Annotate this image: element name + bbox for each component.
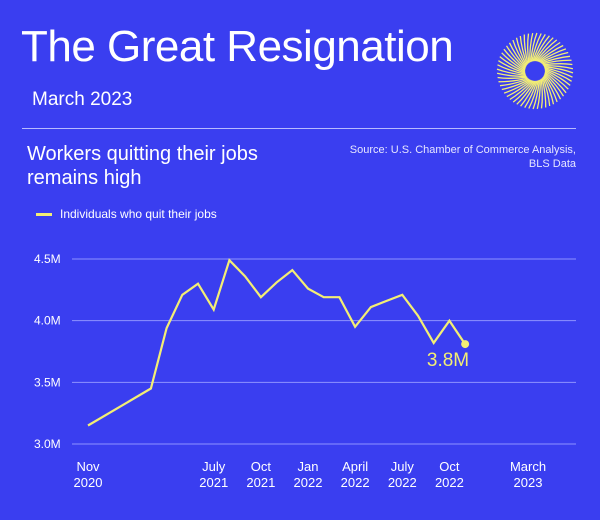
sunburst-ray [537,44,564,63]
sunburst-ray [515,37,528,66]
sunburst-ray [529,32,534,63]
sunburst-ray [506,79,533,98]
end-point-marker [461,340,470,349]
chart-heading: Workers quitting their jobs remains high [27,142,317,190]
sunburst-ray [533,35,550,62]
x-tick-year-label: 2022 [435,475,464,490]
sunburst-ray [523,34,529,65]
sunburst-ray [541,77,547,108]
sunburst-ray [540,55,571,64]
sunburst-ray [543,73,562,100]
sunburst-ray [509,80,534,101]
sunburst-ray [531,33,542,62]
sunburst-ray [540,51,569,64]
sunburst-ray [532,34,546,62]
sunburst-ray [497,76,528,79]
series-line [87,258,467,427]
sunburst-ray [543,74,558,103]
divider [22,128,576,129]
sunburst-ray [499,78,530,87]
sunburst-ray [540,78,543,109]
sunburst-ray [543,65,574,70]
sunburst-ray [512,39,527,68]
chart-heading-line-2: remains high [27,167,142,189]
sunburst-ray [520,80,537,107]
x-tick-label: April [342,459,368,474]
x-tick-year-label: 2023 [514,475,543,490]
sunburst-icon [496,32,574,110]
sunburst-ray [498,60,526,74]
sunburst-ray [544,71,567,94]
source-line-1: Source: U.S. Chamber of Commerce Analysi… [349,144,576,156]
sunburst-ray [544,69,571,86]
x-tick-year-label: 2020 [74,475,103,490]
x-tick-label: Oct [251,459,272,474]
sunburst-ray [503,79,532,94]
sunburst-ray [544,67,573,78]
sunburst-ray [544,72,565,97]
x-tick-label: Oct [439,459,460,474]
sunburst-center [527,63,543,79]
x-tick-label: March [510,459,546,474]
sunburst-ray [543,66,574,74]
source-line-2: BLS Data [528,158,576,170]
legend-label: Individuals who quit their jobs [60,207,217,221]
sunburst-ray [498,77,529,83]
sunburst-ray [519,35,528,66]
page-title: The Great Resignation [21,22,454,71]
y-tick-label: 4.5M [34,252,61,266]
sunburst-ray [527,33,530,64]
x-tick-year-label: 2021 [199,475,228,490]
sunburst-ray [508,42,527,69]
x-tick-year-label: 2022 [294,475,323,490]
sunburst-ray [544,70,569,90]
sunburst-ray [542,63,573,66]
y-tick-label: 3.0M [34,437,61,451]
sunburst-ray [538,48,567,63]
sunburst-ray [536,79,541,110]
legend-swatch [36,212,52,216]
y-tick-label: 4.0M [34,314,61,328]
sunburst-ray [496,68,527,76]
x-tick-label: July [391,459,415,474]
x-tick-year-label: 2022 [388,475,417,490]
sunburst-ray [524,80,538,108]
sunburst-ray [530,32,538,63]
chart-heading-line-1: Workers quitting their jobs [27,143,258,165]
sunburst-ray [497,64,526,75]
x-tick-year-label: 2022 [341,475,370,490]
page-subtitle: March 2023 [32,89,133,110]
sunburst-ray [501,78,530,91]
sunburst-ray [542,76,551,107]
x-tick-label: Jan [298,459,319,474]
sunburst-ray [542,76,555,105]
source-note: Source: U.S. Chamber of Commerce Analysi… [306,143,576,171]
sunburst-ray [516,80,536,105]
x-tick-year-label: 2021 [246,475,275,490]
sunburst-ray [532,79,540,110]
x-tick-label: Nov [76,459,100,474]
sunburst-ray [503,48,526,71]
sunburst-ray [528,80,539,109]
sunburst-ray [544,68,572,82]
y-tick-label: 3.5M [34,375,61,389]
sunburst-ray [499,56,526,73]
sunburst-ray [541,59,572,65]
x-tick-label: July [202,459,226,474]
sunburst-ray [536,41,561,62]
end-value-label: 3.8M [427,350,469,371]
sunburst-ray [496,72,527,77]
sunburst-ray [505,45,526,70]
sunburst-ray [501,52,526,72]
chart-legend: Individuals who quit their jobs [36,207,217,221]
sunburst-ray [512,80,535,103]
sunburst-ray [534,37,554,62]
sunburst-ray [535,39,558,62]
